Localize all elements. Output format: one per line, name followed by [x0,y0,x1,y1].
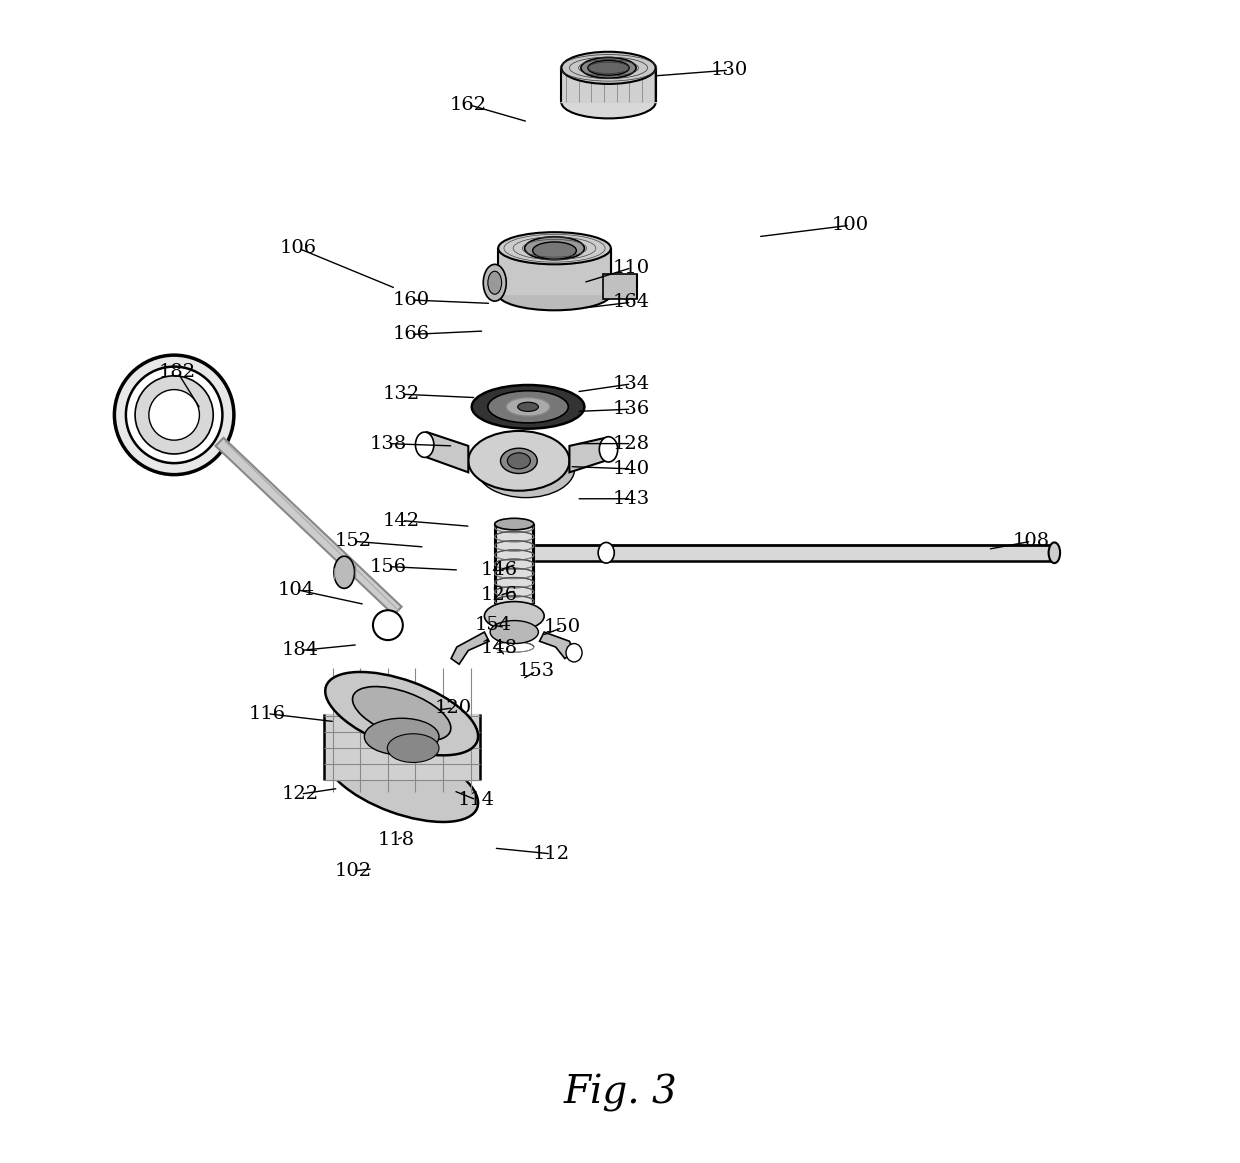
Ellipse shape [580,57,636,78]
Text: 130: 130 [711,62,748,79]
Text: 132: 132 [383,385,420,404]
Text: 162: 162 [450,95,487,114]
Circle shape [114,355,234,475]
Text: 134: 134 [613,374,650,393]
Text: Fig. 3: Fig. 3 [563,1073,677,1112]
Text: 154: 154 [475,616,512,634]
Text: 118: 118 [377,832,414,849]
Ellipse shape [387,734,439,763]
Ellipse shape [490,621,538,643]
Text: 102: 102 [335,862,372,880]
Text: 120: 120 [435,699,472,716]
Text: 160: 160 [392,291,429,309]
Polygon shape [603,273,637,299]
Ellipse shape [487,271,502,294]
Text: 110: 110 [613,259,650,277]
Text: 116: 116 [249,705,285,722]
Ellipse shape [325,672,479,755]
Text: 143: 143 [613,490,650,508]
Text: 140: 140 [613,459,650,478]
Ellipse shape [495,519,533,530]
Text: 182: 182 [159,363,196,381]
Ellipse shape [565,643,582,662]
Text: 106: 106 [280,240,316,257]
Text: 156: 156 [370,557,407,576]
Ellipse shape [525,237,584,259]
Text: 100: 100 [831,216,868,234]
Ellipse shape [1049,542,1060,563]
Text: 114: 114 [458,791,495,808]
Ellipse shape [498,278,611,311]
Text: 153: 153 [517,662,554,680]
Text: 136: 136 [613,400,650,419]
Polygon shape [451,632,489,664]
Text: 166: 166 [392,326,429,343]
Polygon shape [216,437,402,615]
Polygon shape [422,433,469,472]
Text: 152: 152 [335,533,372,550]
Text: 122: 122 [281,785,319,804]
Ellipse shape [485,601,544,630]
Text: 184: 184 [281,642,319,659]
Ellipse shape [562,86,656,119]
Text: 108: 108 [1013,533,1050,550]
Text: 112: 112 [532,844,569,863]
Text: 148: 148 [481,640,518,657]
Ellipse shape [507,452,531,469]
Ellipse shape [588,60,629,76]
Text: 138: 138 [370,435,407,452]
Ellipse shape [365,719,439,755]
Circle shape [373,611,403,640]
Ellipse shape [598,542,614,563]
Text: 142: 142 [383,512,420,529]
Ellipse shape [506,398,549,416]
Ellipse shape [469,431,569,491]
Text: 146: 146 [481,561,518,579]
Ellipse shape [471,385,584,429]
Text: 150: 150 [544,619,582,636]
Text: 128: 128 [613,435,650,452]
Circle shape [149,390,200,440]
Text: 164: 164 [613,293,650,312]
Circle shape [135,376,213,454]
Ellipse shape [599,437,618,462]
Ellipse shape [334,556,355,588]
Ellipse shape [415,433,434,457]
Ellipse shape [487,391,568,423]
Ellipse shape [484,264,506,301]
Ellipse shape [477,440,574,498]
Ellipse shape [352,686,451,741]
Ellipse shape [325,739,479,822]
Polygon shape [539,632,574,658]
Ellipse shape [498,233,611,264]
Text: 104: 104 [278,580,315,599]
Ellipse shape [501,448,537,473]
Ellipse shape [518,402,538,412]
Circle shape [126,366,222,463]
Ellipse shape [562,52,656,84]
Polygon shape [569,437,611,472]
Ellipse shape [533,242,577,259]
Text: 126: 126 [481,586,518,605]
